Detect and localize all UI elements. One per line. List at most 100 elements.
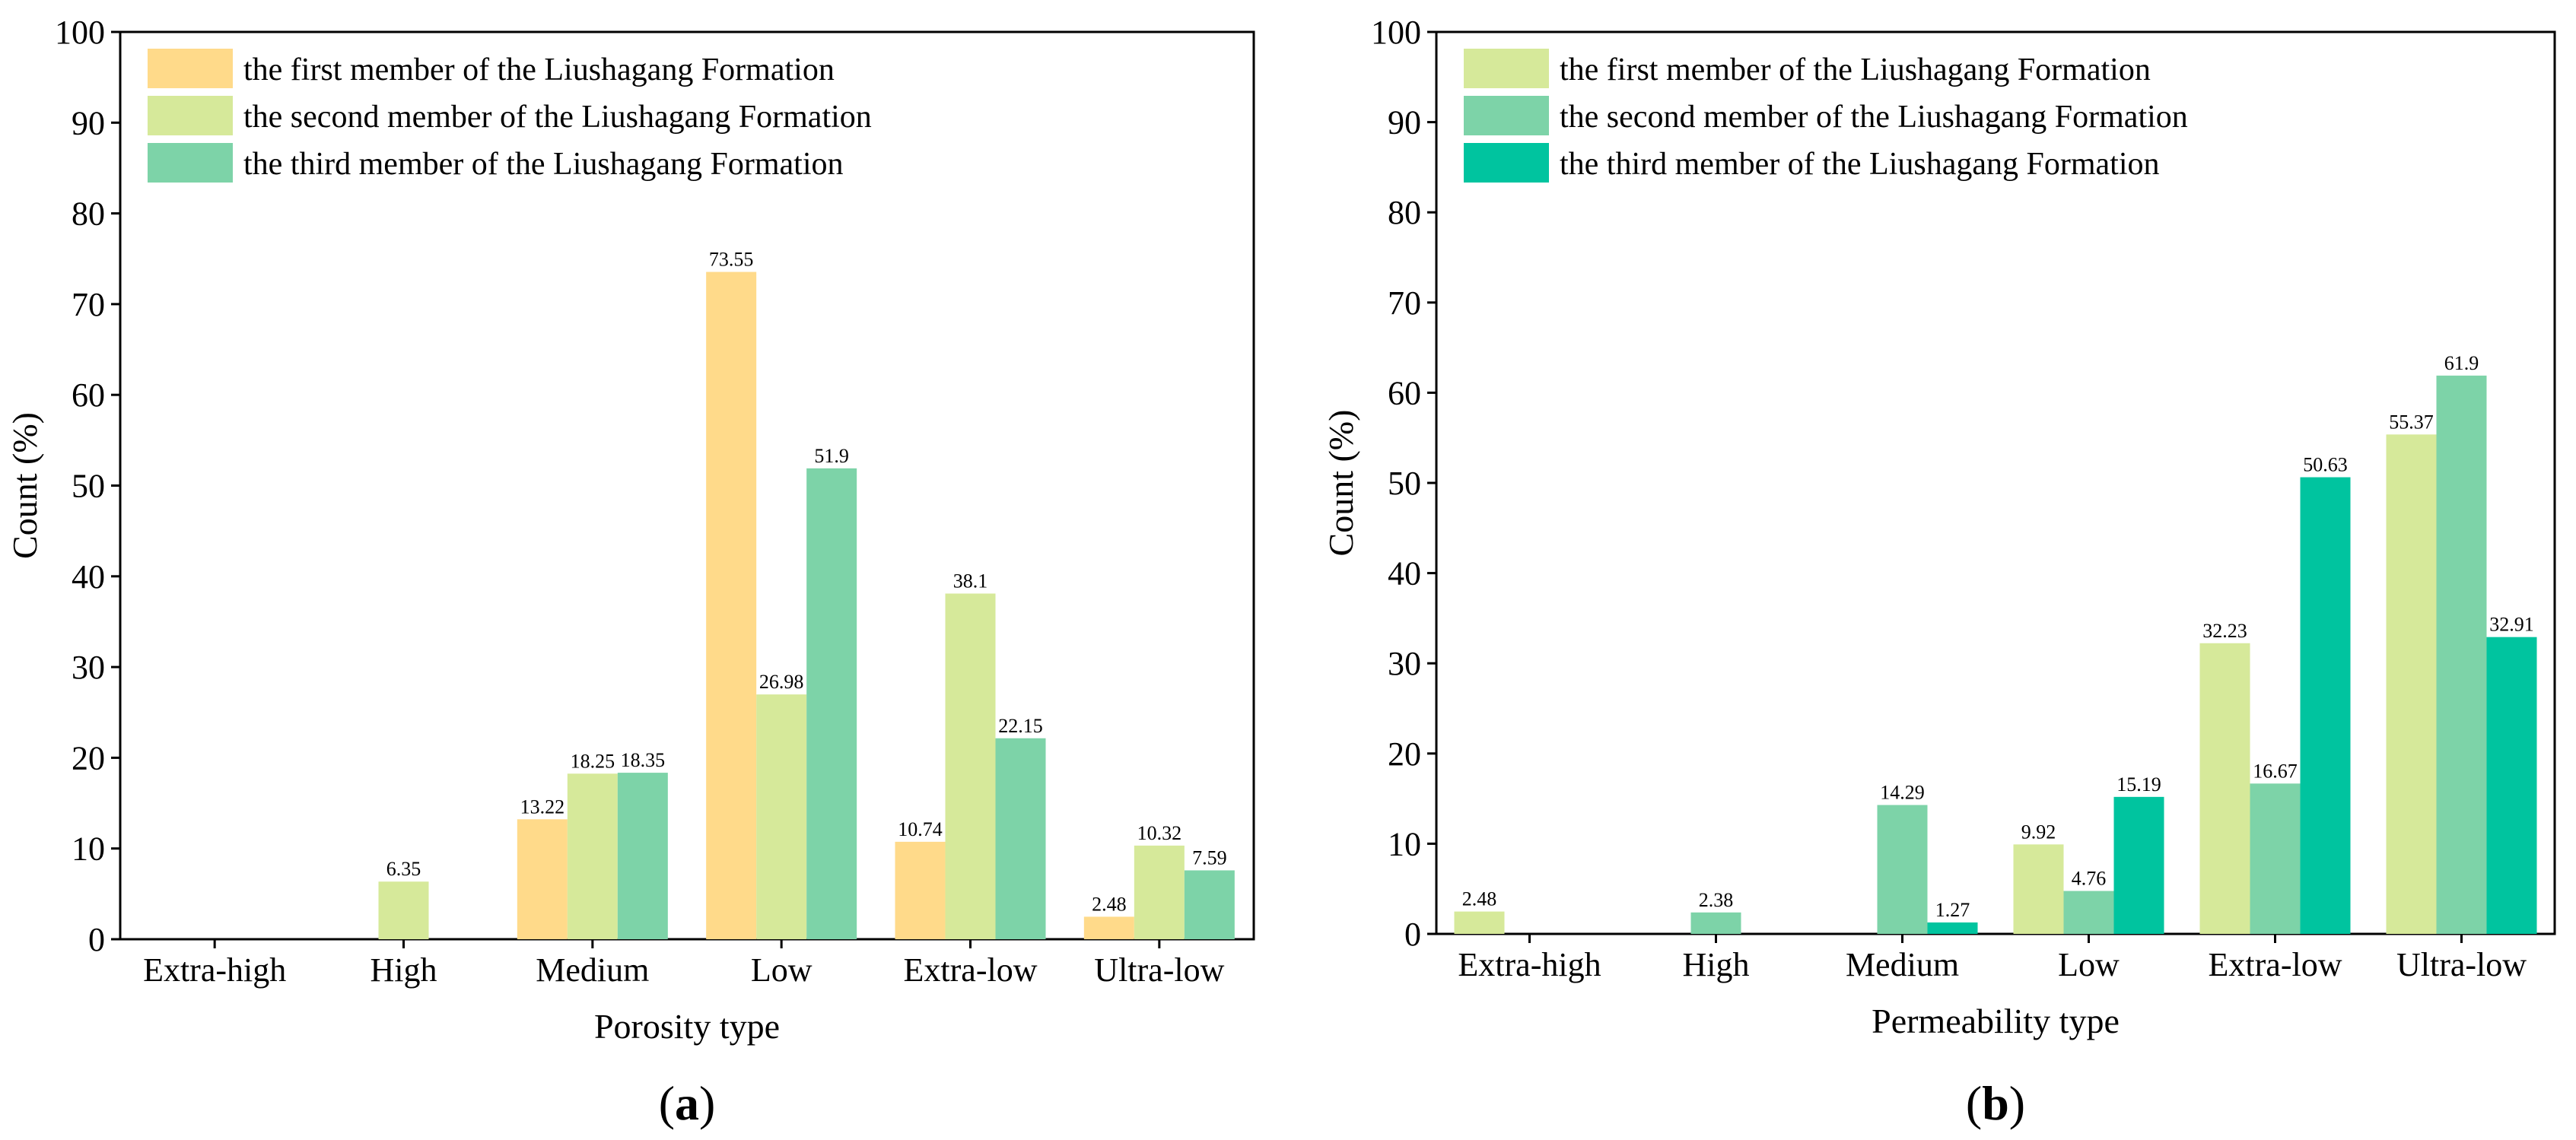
bar-1 (706, 272, 757, 940)
data-label: 9.92 (2021, 821, 2056, 843)
bar-3 (2113, 796, 2164, 934)
y-tick-label: 40 (72, 558, 105, 595)
y-axis-label: Count (%) (1321, 410, 1360, 557)
y-tick-label: 0 (1404, 916, 1421, 953)
x-tick-label: Medium (1846, 946, 1959, 983)
data-label: 18.25 (571, 750, 615, 772)
y-tick-label: 100 (1371, 14, 1421, 51)
bar-2 (378, 881, 429, 939)
bar-1 (517, 819, 568, 939)
bar-2 (567, 773, 618, 939)
data-label: 10.32 (1137, 822, 1182, 844)
y-tick-label: 30 (1388, 645, 1421, 682)
data-label: 1.27 (1935, 899, 1970, 921)
y-tick-label: 40 (1388, 555, 1421, 592)
x-tick-label: Ultra-low (2396, 946, 2527, 983)
y-tick-label: 90 (72, 104, 105, 141)
legend-label: the second member of the Liushagang Form… (1560, 100, 2188, 135)
bar-1 (2199, 643, 2250, 934)
legend-label: the first member of the Liushagang Forma… (243, 52, 835, 87)
y-tick-label: 30 (72, 649, 105, 686)
permeability-chart: 0 10 20 30 40 50 60 70 80 90 100 Extra-high High Medi… (1321, 14, 2556, 1130)
bar-1 (1454, 911, 1505, 934)
y-tick-label: 10 (72, 830, 105, 868)
data-label: 4.76 (2072, 868, 2107, 890)
data-label: 26.98 (759, 671, 804, 693)
y-tick-label: 60 (72, 376, 105, 414)
y-tick-label: 80 (72, 195, 105, 233)
bar-3 (995, 738, 1046, 939)
y-tick-label: 60 (1388, 374, 1421, 411)
x-axis-label: Porosity type (594, 1007, 780, 1046)
bar-3 (617, 773, 668, 939)
data-label: 10.74 (898, 818, 943, 840)
data-label: 2.38 (1699, 889, 1734, 911)
bar-2 (2063, 891, 2114, 934)
x-tick-label: Ultra-low (1094, 951, 1224, 989)
x-tick-label: High (1683, 946, 1750, 983)
data-label: 2.48 (1092, 893, 1127, 915)
y-tick-label: 70 (72, 286, 105, 323)
data-label: 55.37 (2389, 411, 2434, 433)
data-label: 15.19 (2116, 773, 2161, 795)
legend-label: the third member of the Liushagang Forma… (243, 147, 843, 182)
y-tick-label: 100 (55, 14, 105, 51)
data-label: 14.29 (1880, 782, 1925, 804)
bar-2 (756, 694, 807, 939)
bar-2 (945, 593, 996, 939)
bar-3 (2486, 637, 2537, 934)
data-label: 32.91 (2489, 614, 2534, 636)
x-tick-label: High (370, 951, 437, 989)
legend-swatch (148, 96, 233, 135)
bar-3 (1927, 922, 1978, 934)
x-tick-label: Extra-high (1458, 946, 1601, 983)
data-label: 18.35 (621, 749, 666, 771)
x-tick-label: Extra-low (2209, 946, 2342, 983)
x-tick-label: Extra-low (904, 951, 1038, 989)
legend-swatch (1464, 143, 1549, 183)
y-tick-label: 70 (1388, 284, 1421, 322)
data-label: 50.63 (2303, 454, 2348, 476)
bar-1 (2013, 844, 2064, 934)
porosity-chart: 0 10 20 30 40 50 60 70 80 90 100 Extra-high High Medi… (5, 14, 1255, 1130)
legend-label: the first member of the Liushagang Forma… (1560, 52, 2151, 87)
bar-2 (1877, 805, 1928, 934)
panel-label: (a) (659, 1076, 716, 1130)
panel-label: (b) (1966, 1076, 2025, 1130)
data-label: 16.67 (2253, 760, 2298, 782)
bar-1 (2386, 434, 2437, 934)
bar-3 (806, 468, 857, 939)
x-axis-label: Permeability type (1872, 1002, 2120, 1040)
legend-swatch (1464, 49, 1549, 88)
bar-2 (1690, 912, 1741, 934)
y-tick-label: 90 (1388, 104, 1421, 141)
legend-swatch (1464, 96, 1549, 135)
y-tick-label: 50 (72, 468, 105, 505)
data-label: 2.48 (1462, 888, 1497, 910)
data-label: 32.23 (2202, 620, 2247, 642)
bar-3 (2300, 477, 2351, 934)
data-label: 73.55 (709, 249, 754, 271)
data-label: 61.9 (2444, 352, 2479, 374)
x-tick-label: Low (2058, 946, 2120, 983)
legend-label: the second member of the Liushagang Form… (243, 100, 872, 135)
legend-swatch (148, 143, 233, 183)
y-axis-label: Count (%) (5, 412, 44, 559)
data-label: 22.15 (998, 715, 1043, 737)
y-tick-label: 10 (1388, 825, 1421, 862)
bar-2 (2436, 375, 2487, 935)
legend-label: the third member of the Liushagang Forma… (1560, 147, 2159, 182)
bar-2 (2250, 783, 2301, 934)
bar-1 (895, 841, 946, 939)
data-label: 6.35 (386, 858, 421, 880)
x-tick-label: Extra-high (143, 951, 286, 989)
data-label: 51.9 (814, 445, 849, 467)
bar-3 (1184, 870, 1235, 939)
y-tick-label: 50 (1388, 465, 1421, 502)
data-label: 13.22 (520, 795, 565, 818)
legend-swatch (148, 49, 233, 88)
y-tick-label: 80 (1388, 194, 1421, 231)
x-tick-label: Medium (536, 951, 649, 989)
data-label: 38.1 (953, 570, 988, 592)
